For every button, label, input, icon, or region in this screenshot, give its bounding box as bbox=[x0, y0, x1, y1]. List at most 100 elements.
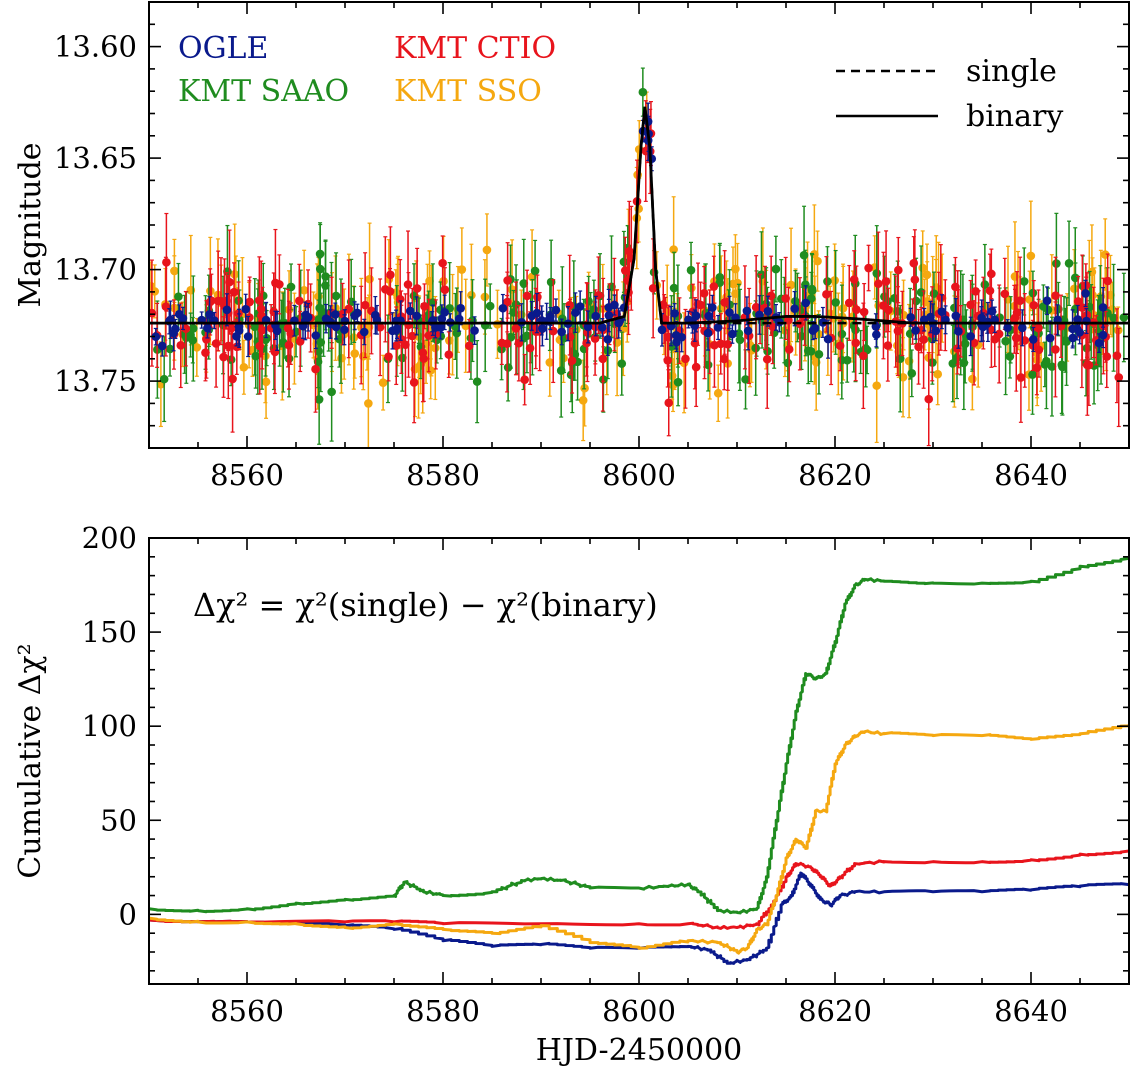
data-point bbox=[551, 305, 561, 315]
data-point bbox=[919, 335, 928, 344]
data-point bbox=[924, 394, 934, 404]
data-point bbox=[331, 291, 341, 301]
data-point bbox=[228, 374, 237, 384]
x-tick-label: 8620 bbox=[798, 458, 872, 492]
data-point bbox=[299, 285, 309, 295]
data-point bbox=[440, 308, 449, 317]
data-point bbox=[1032, 363, 1042, 373]
data-point bbox=[813, 256, 822, 266]
data-point bbox=[192, 343, 202, 352]
data-point bbox=[1073, 297, 1083, 306]
data-point bbox=[937, 307, 947, 317]
data-point bbox=[918, 263, 928, 273]
data-point bbox=[677, 332, 686, 342]
data-point bbox=[723, 339, 733, 349]
data-point bbox=[503, 363, 513, 372]
data-point bbox=[709, 282, 719, 291]
data-point bbox=[837, 355, 847, 365]
data-point bbox=[1070, 284, 1079, 294]
data-point bbox=[170, 266, 179, 276]
data-point bbox=[1109, 313, 1118, 323]
data-point bbox=[420, 302, 429, 311]
data-point bbox=[427, 317, 437, 326]
series-ogle bbox=[151, 102, 1108, 359]
data-point bbox=[966, 300, 975, 310]
data-point bbox=[1098, 330, 1108, 340]
data-point bbox=[409, 378, 419, 387]
data-point bbox=[1028, 288, 1038, 298]
data-point bbox=[1083, 360, 1092, 370]
data-point bbox=[525, 343, 535, 353]
data-point bbox=[1051, 345, 1060, 354]
data-point bbox=[741, 375, 750, 384]
data-point bbox=[691, 362, 701, 372]
data-point bbox=[1016, 373, 1026, 382]
data-point bbox=[1005, 352, 1015, 361]
data-point bbox=[844, 298, 854, 308]
data-point bbox=[907, 369, 917, 378]
data-point bbox=[256, 304, 266, 314]
data-point bbox=[391, 341, 401, 350]
data-point bbox=[575, 302, 585, 311]
cumulative-line-kmt-saao bbox=[149, 556, 1129, 915]
data-point bbox=[835, 341, 845, 351]
y-tick-label: 150 bbox=[82, 615, 137, 649]
y-tick-label: 200 bbox=[82, 521, 137, 555]
data-point bbox=[412, 284, 422, 293]
data-point bbox=[1081, 289, 1090, 298]
data-point bbox=[211, 339, 221, 348]
data-point bbox=[849, 275, 859, 284]
data-point bbox=[872, 269, 882, 278]
data-point bbox=[511, 324, 521, 333]
data-point bbox=[464, 341, 474, 351]
data-point bbox=[384, 352, 393, 361]
data-point bbox=[669, 245, 678, 254]
data-point bbox=[507, 285, 517, 294]
cumulative-axis-ticks: 8560 8580 8600 8620 8640 0 50 100 150 200 bbox=[82, 521, 1130, 1028]
data-point bbox=[859, 351, 868, 361]
data-point bbox=[803, 346, 813, 356]
data-point bbox=[713, 388, 723, 398]
data-point bbox=[823, 277, 832, 286]
data-point bbox=[216, 296, 226, 306]
model-legend: single binary bbox=[836, 54, 1063, 134]
data-point bbox=[591, 311, 601, 321]
data-point bbox=[1098, 303, 1108, 312]
legend-kmt-saao: KMT SAAO bbox=[178, 74, 349, 109]
data-point bbox=[725, 308, 734, 317]
data-point bbox=[565, 332, 575, 342]
x-tick-label: 8600 bbox=[602, 458, 676, 492]
data-point bbox=[241, 304, 250, 314]
data-point bbox=[681, 354, 690, 364]
magnitude-axis-ticks: 8560 8580 8600 8620 8640 13.60 13.65 13.70 13.75 bbox=[54, 1, 1130, 492]
legend-kmt-ctio: KMT CTIO bbox=[394, 31, 556, 66]
data-point bbox=[624, 247, 634, 256]
data-point bbox=[994, 329, 1004, 339]
data-point bbox=[1047, 362, 1057, 371]
data-point bbox=[703, 328, 713, 338]
data-point bbox=[715, 272, 725, 282]
data-point bbox=[472, 377, 482, 386]
cumulative-lines bbox=[149, 556, 1129, 965]
data-point bbox=[545, 358, 555, 367]
x-tick-label: 8600 bbox=[602, 994, 676, 1028]
data-point bbox=[909, 258, 919, 268]
data-point bbox=[742, 306, 752, 316]
data-point bbox=[295, 296, 304, 306]
data-point bbox=[251, 351, 261, 361]
data-point bbox=[704, 311, 714, 321]
data-point bbox=[960, 339, 970, 349]
y-tick-label: 100 bbox=[82, 709, 137, 743]
data-point bbox=[359, 327, 369, 337]
data-point bbox=[532, 308, 542, 318]
data-point bbox=[174, 292, 183, 301]
data-point bbox=[931, 326, 941, 336]
data-point bbox=[728, 279, 738, 289]
cumulative-y-axis-label: Cumulative Δχ² bbox=[13, 643, 48, 878]
data-point bbox=[910, 275, 920, 284]
data-point bbox=[454, 314, 464, 324]
data-point bbox=[657, 325, 667, 335]
data-point bbox=[604, 303, 613, 312]
data-point bbox=[1042, 356, 1051, 366]
data-point bbox=[950, 303, 959, 313]
